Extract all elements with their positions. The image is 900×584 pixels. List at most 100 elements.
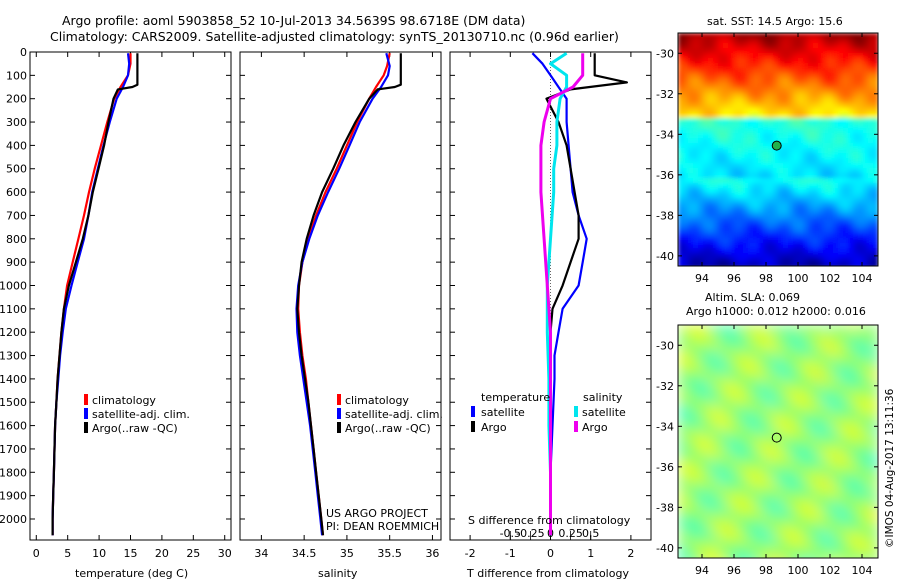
- sla-cell: [790, 389, 799, 398]
- sst-cell: [783, 48, 789, 54]
- sla-cell: [710, 445, 719, 454]
- sst-cell: [813, 48, 819, 54]
- sst-cell: [758, 98, 764, 104]
- sst-cell: [833, 98, 839, 104]
- sla-cell: [822, 333, 831, 342]
- sst-cell: [803, 113, 809, 119]
- sst-cell: [768, 208, 774, 214]
- sst-cell: [733, 248, 739, 254]
- sst-cell: [708, 38, 714, 44]
- sst-cell: [863, 33, 869, 39]
- sst-cell: [713, 253, 719, 259]
- sst-cell: [743, 123, 749, 129]
- sst-cell: [798, 103, 804, 109]
- sla-cell: [790, 413, 799, 422]
- sst-cell: [758, 118, 764, 124]
- sla-cell: [678, 525, 687, 534]
- sst-cell: [728, 138, 734, 144]
- sla-cell: [798, 533, 807, 542]
- sst-cell: [748, 158, 754, 164]
- sla-cell: [790, 357, 799, 366]
- sst-cell: [723, 153, 729, 159]
- sla-cell: [758, 421, 767, 430]
- sst-cell: [868, 213, 874, 219]
- sst-cell: [838, 173, 844, 179]
- sst-cell: [758, 183, 764, 189]
- sla-cell: [798, 541, 807, 550]
- sla-cell: [742, 413, 751, 422]
- sst-cell: [708, 108, 714, 114]
- sst-cell: [843, 193, 849, 199]
- sst-cell: [748, 138, 754, 144]
- sla-cell: [822, 421, 831, 430]
- sst-cell: [793, 193, 799, 199]
- sla-cell: [718, 381, 727, 390]
- sla-cell: [734, 365, 743, 374]
- sst-cell: [743, 213, 749, 219]
- sst-cell: [858, 33, 864, 39]
- sst-cell: [853, 108, 859, 114]
- sst-cell: [683, 253, 689, 259]
- sst-cell: [708, 93, 714, 99]
- sst-cell: [858, 238, 864, 244]
- sst-cell: [808, 228, 814, 234]
- sla-cell: [822, 549, 831, 558]
- sst-cell: [688, 238, 694, 244]
- sst-cell: [738, 248, 744, 254]
- sla-cell: [766, 429, 775, 438]
- sla-cell: [750, 485, 759, 494]
- sst-cell: [803, 233, 809, 239]
- sst-cell: [748, 233, 754, 239]
- sst-cell: [733, 218, 739, 224]
- sst-cell: [768, 88, 774, 94]
- sst-cell: [713, 53, 719, 59]
- sla-cell: [758, 405, 767, 414]
- legend-argo-swatch: [337, 422, 341, 433]
- sst-cell: [728, 68, 734, 74]
- sla-cell: [806, 509, 815, 518]
- sla-cell: [846, 421, 855, 430]
- sla-heatmap: [678, 325, 878, 558]
- sst-cell: [873, 198, 878, 204]
- sst-cell: [698, 158, 704, 164]
- sst-cell: [733, 58, 739, 64]
- sst-cell: [753, 208, 759, 214]
- sla-cell: [814, 461, 823, 470]
- sla-cell: [814, 437, 823, 446]
- sla-cell: [806, 485, 815, 494]
- sst-cell: [843, 248, 849, 254]
- sst-cell: [703, 78, 709, 84]
- sst-cell: [838, 148, 844, 154]
- sst-cell: [848, 108, 854, 114]
- sst-cell: [823, 138, 829, 144]
- sst-cell: [833, 208, 839, 214]
- sst-cell: [728, 198, 734, 204]
- sst-cell: [743, 173, 749, 179]
- sst-cell: [848, 223, 854, 229]
- sst-cell: [688, 103, 694, 109]
- sla-cell: [862, 429, 871, 438]
- sla-cell: [790, 509, 799, 518]
- sst-cell: [748, 168, 754, 174]
- sst-cell: [768, 78, 774, 84]
- sst-cell: [808, 103, 814, 109]
- sst-cell: [758, 73, 764, 79]
- sst-cell: [838, 203, 844, 209]
- sst-cell: [733, 168, 739, 174]
- sst-cell: [738, 113, 744, 119]
- project-pi: PI: DEAN ROEMMICH: [326, 520, 439, 533]
- sla-cell: [782, 389, 791, 398]
- sla-cell: [774, 405, 783, 414]
- sst-cell: [838, 218, 844, 224]
- sst-cell: [768, 93, 774, 99]
- sst-cell: [748, 223, 754, 229]
- sla-cell: [742, 549, 751, 558]
- sla-cell: [694, 533, 703, 542]
- sla-cell: [782, 349, 791, 358]
- sst-cell: [708, 193, 714, 199]
- sst-cell: [733, 203, 739, 209]
- sla-cell: [862, 477, 871, 486]
- sst-cell: [833, 93, 839, 99]
- sst-cell: [848, 253, 854, 259]
- sst-cell: [833, 38, 839, 44]
